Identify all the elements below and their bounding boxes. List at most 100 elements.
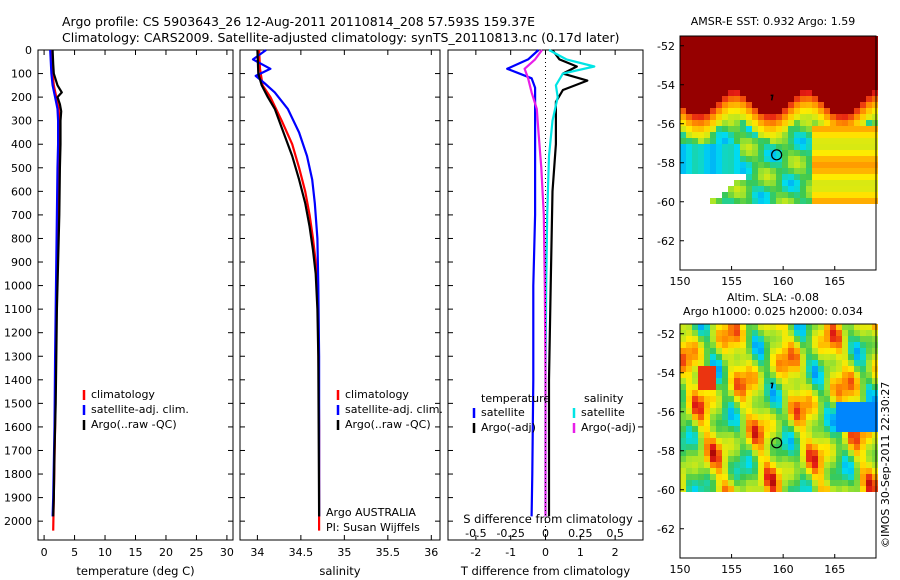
map-cell — [866, 66, 872, 72]
map-cell — [818, 168, 824, 174]
map-cell — [716, 342, 722, 348]
map-cell — [782, 66, 788, 72]
map-cell — [686, 384, 692, 390]
map-cell — [698, 480, 704, 486]
map-cell — [818, 144, 824, 150]
map-cell — [770, 138, 776, 144]
map-cell — [740, 324, 746, 330]
map-cell — [788, 90, 794, 96]
map-cell — [806, 468, 812, 474]
map-cell — [842, 372, 848, 378]
map-cell — [722, 402, 728, 408]
map-cell — [872, 174, 878, 180]
map-cell — [710, 474, 716, 480]
map-cell — [764, 60, 770, 66]
map-cell — [776, 438, 782, 444]
map-cell — [758, 162, 764, 168]
map-cell — [728, 420, 734, 426]
map-cell — [710, 480, 716, 486]
map-cell — [842, 456, 848, 462]
map-cell — [836, 144, 842, 150]
map-cell — [866, 390, 872, 396]
map-cell — [776, 366, 782, 372]
map-cell — [734, 444, 740, 450]
map-cell — [806, 402, 812, 408]
map-cell — [734, 66, 740, 72]
map-cell — [740, 96, 746, 102]
map-cell — [716, 48, 722, 54]
map-cell — [812, 78, 818, 84]
map-cell — [806, 396, 812, 402]
map-cell — [746, 156, 752, 162]
map-cell — [704, 360, 710, 366]
map-cell — [722, 330, 728, 336]
map-cell — [722, 348, 728, 354]
map-cell — [764, 354, 770, 360]
map-cell — [758, 348, 764, 354]
map-cell — [686, 54, 692, 60]
map-cell — [758, 114, 764, 120]
argo-track-marker — [770, 94, 774, 101]
map-cell — [866, 48, 872, 54]
map-cell — [686, 360, 692, 366]
map-cell — [836, 174, 842, 180]
map-cell — [752, 150, 758, 156]
map-cell — [692, 36, 698, 42]
map-cell — [770, 384, 776, 390]
map-cell — [686, 456, 692, 462]
map-cell — [770, 144, 776, 150]
map-cell — [698, 36, 704, 42]
map-cell — [746, 102, 752, 108]
map-cell — [794, 426, 800, 432]
map-cell — [842, 198, 848, 204]
map-cell — [746, 324, 752, 330]
map-cell — [848, 456, 854, 462]
map-cell — [698, 330, 704, 336]
map-cell — [752, 42, 758, 48]
map-cell — [866, 174, 872, 180]
map-cell — [698, 402, 704, 408]
map-cell — [710, 366, 716, 372]
map-cell — [788, 330, 794, 336]
map-cell — [872, 348, 878, 354]
map-cell — [788, 108, 794, 114]
map-cell — [680, 408, 686, 414]
map-cell — [824, 462, 830, 468]
map-cell — [824, 402, 830, 408]
map-cell — [746, 456, 752, 462]
map-cell — [692, 468, 698, 474]
x-tick-label: -1 — [505, 546, 516, 559]
map-cell — [716, 138, 722, 144]
map-cell — [866, 408, 872, 414]
map-cell — [848, 378, 854, 384]
map-cell — [800, 90, 806, 96]
map-cell — [776, 66, 782, 72]
map-cell — [794, 126, 800, 132]
x-tick-label: 10 — [98, 546, 112, 559]
map-cell — [776, 450, 782, 456]
map-cell — [818, 360, 824, 366]
map-cell — [740, 342, 746, 348]
map-cell — [758, 330, 764, 336]
map-cell — [800, 414, 806, 420]
map-cell — [848, 354, 854, 360]
map-cell — [710, 402, 716, 408]
map-cell — [740, 150, 746, 156]
map-cell — [806, 168, 812, 174]
map-cell — [734, 342, 740, 348]
map-cell — [734, 360, 740, 366]
map-cell — [794, 54, 800, 60]
map-cell — [740, 114, 746, 120]
map-cell — [686, 66, 692, 72]
map-cell — [704, 384, 710, 390]
map-cell — [692, 96, 698, 102]
map-cell — [800, 132, 806, 138]
map-cell — [830, 462, 836, 468]
map-cell — [818, 450, 824, 456]
x-tick-label: 5 — [71, 546, 78, 559]
map-cell — [806, 186, 812, 192]
map-cell — [800, 162, 806, 168]
map-cell — [734, 450, 740, 456]
map-cell — [740, 66, 746, 72]
map-cell — [764, 324, 770, 330]
